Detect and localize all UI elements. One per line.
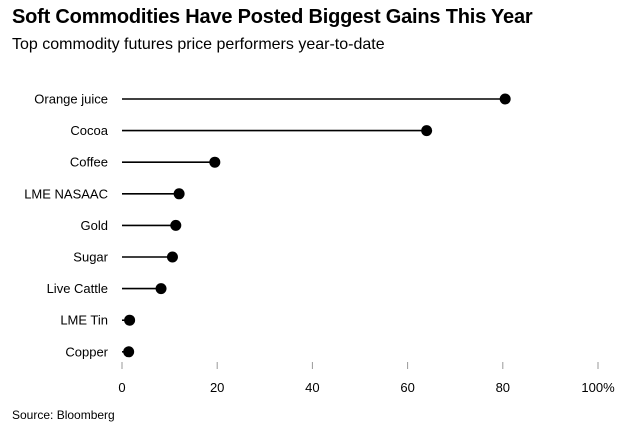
- source-note: Source: Bloomberg: [12, 408, 115, 422]
- dot-cocoa: [421, 125, 433, 137]
- x-tick-label-0: 0: [118, 380, 125, 395]
- dot-live-cattle: [155, 283, 167, 295]
- category-label-copper: Copper: [65, 344, 108, 359]
- category-label-lme-tin: LME Tin: [60, 313, 108, 328]
- category-label-live-cattle: Live Cattle: [47, 281, 108, 296]
- chart-title: Soft Commodities Have Posted Biggest Gai…: [12, 6, 533, 28]
- dot-lme-nasaac: [173, 188, 185, 200]
- chart-subtitle: Top commodity futures price performers y…: [12, 36, 385, 53]
- dot-lme-tin: [124, 314, 136, 326]
- x-tick-label-80: 80: [496, 380, 510, 395]
- x-tick-label-100: 100%: [581, 380, 615, 395]
- category-label-sugar: Sugar: [73, 250, 108, 265]
- category-label-coffee: Coffee: [70, 155, 108, 170]
- x-tick-label-60: 60: [400, 380, 414, 395]
- category-label-orange-juice: Orange juice: [34, 92, 108, 107]
- x-tick-label-40: 40: [305, 380, 319, 395]
- dot-copper: [123, 346, 135, 358]
- x-tick-label-20: 20: [210, 380, 224, 395]
- dot-sugar: [166, 251, 178, 263]
- category-label-gold: Gold: [81, 218, 108, 233]
- dot-coffee: [209, 156, 221, 168]
- dot-orange-juice: [499, 93, 511, 105]
- category-label-cocoa: Cocoa: [70, 123, 108, 138]
- category-label-lme-nasaac: LME NASAAC: [24, 186, 108, 201]
- dot-gold: [170, 219, 182, 231]
